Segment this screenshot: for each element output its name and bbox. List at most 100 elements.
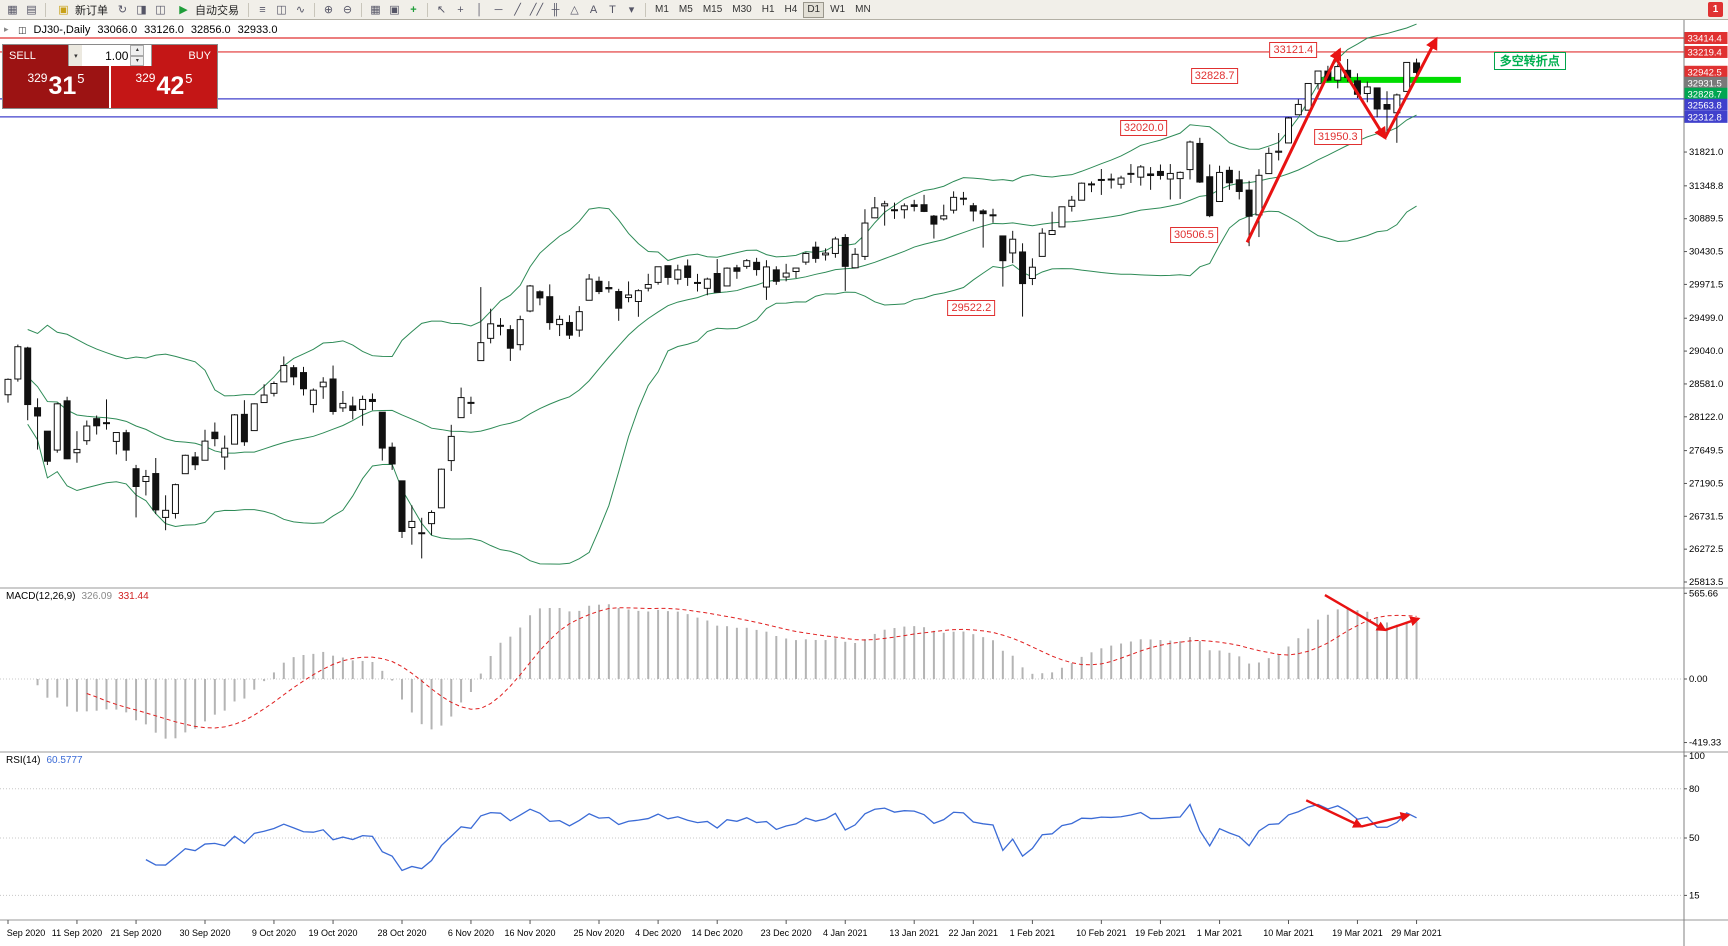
candle-body — [703, 278, 711, 289]
candlestick-chart-icon[interactable]: ◫ — [276, 4, 287, 16]
candle-body — [1019, 251, 1027, 285]
rsi-arrow — [1361, 812, 1411, 828]
navigator-icon[interactable]: ◨ — [136, 4, 147, 16]
candle-body — [989, 214, 997, 217]
candle-body — [743, 260, 751, 267]
profiles-icon[interactable]: ▤ — [26, 4, 37, 16]
lot-increase-button[interactable]: ▴ — [130, 45, 145, 56]
candle-body — [260, 394, 268, 404]
lot-decrease-button[interactable]: ▾ — [130, 55, 145, 66]
candle-body — [1028, 266, 1036, 280]
price-axis-label: 29040.0 — [1689, 346, 1723, 357]
new-order-icon: ▣ — [58, 4, 69, 16]
line-chart-icon[interactable]: ∿ — [295, 4, 306, 16]
candle-body — [762, 266, 770, 288]
candle-body — [1334, 66, 1342, 81]
add-indicator-icon[interactable]: + — [410, 3, 417, 16]
candle-body — [24, 347, 32, 406]
candle-body — [63, 400, 71, 460]
ohlc-close: 32933.0 — [237, 24, 278, 36]
bar-chart-icon[interactable]: ≡ — [259, 3, 266, 16]
price-marker-label — [1684, 76, 1728, 89]
buy-button[interactable]: 329 42 5 — [111, 66, 217, 108]
timeframe-h1[interactable]: H1 — [761, 3, 775, 15]
cursor-icon[interactable]: ↖ — [436, 4, 447, 16]
tile-windows-icon[interactable]: ▦ — [370, 4, 381, 16]
new-order-button[interactable]: ▣ 新订单 — [51, 2, 112, 18]
candle-body — [300, 372, 307, 390]
refresh-icon[interactable]: ↻ — [117, 4, 128, 16]
sell-button[interactable]: 329 31 5 — [3, 66, 109, 108]
text-tool-icon[interactable]: A — [589, 3, 598, 16]
price-axis-label: 28581.0 — [1689, 379, 1723, 390]
candle-body — [349, 405, 357, 411]
candle-body — [1078, 182, 1086, 201]
vertical-line-icon[interactable]: │ — [476, 3, 483, 16]
channel-icon[interactable]: ╱╱ — [529, 4, 544, 16]
candle-body — [428, 511, 436, 525]
candle-body — [664, 265, 672, 278]
shapes-icon[interactable]: △ — [570, 4, 579, 16]
trade-panel-toggle-icon[interactable]: ▸ — [4, 24, 9, 34]
lot-size-input[interactable] — [82, 45, 131, 66]
candle-body — [644, 284, 652, 289]
macd-axis-label: 0.00 — [1689, 674, 1708, 685]
price-marker-label — [1684, 65, 1728, 78]
candle-body — [841, 236, 849, 267]
ohlc-open: 33066.0 — [97, 24, 138, 36]
price-axis-label: 29971.5 — [1689, 279, 1723, 290]
crosshair-icon[interactable]: + — [457, 3, 464, 16]
tools-dropdown-icon[interactable]: ▾ — [628, 4, 635, 16]
price-axis-label: 26731.5 — [1689, 511, 1723, 522]
rsi-arrow — [1305, 799, 1364, 828]
price-annotation: 32020.0 — [1119, 120, 1168, 137]
sell-label[interactable]: SELL — [3, 45, 69, 66]
timeframe-d1[interactable]: D1 — [803, 1, 825, 18]
candle-body — [73, 448, 81, 454]
label-tool-icon[interactable]: T — [609, 3, 616, 16]
one-click-trading-panel: SELL ▾ ▴ ▾ BUY 329 31 5 329 42 5 — [2, 44, 218, 109]
candle-body — [565, 321, 573, 336]
timeframe-m5[interactable]: M5 — [678, 3, 693, 15]
candle-body — [792, 267, 800, 272]
candle-body — [891, 209, 898, 212]
rsi-name: RSI(14) — [6, 755, 41, 766]
buy-label[interactable]: BUY — [151, 45, 217, 66]
timeframe-w1[interactable]: W1 — [830, 3, 846, 15]
order-type-dropdown[interactable]: ▾ — [69, 45, 83, 66]
macd-signal-line — [86, 607, 1417, 729]
zoom-in-icon[interactable]: ⊕ — [323, 4, 334, 16]
candle-body — [831, 238, 839, 254]
macd-label: MACD(12,26,9) 326.09 331.44 — [6, 591, 149, 602]
notification-badge[interactable]: 1 — [1708, 2, 1723, 17]
candle-body — [1245, 189, 1253, 217]
candle-body — [575, 311, 583, 331]
timeframe-mn[interactable]: MN — [855, 3, 871, 15]
autotrading-button[interactable]: ▶ 自动交易 — [171, 2, 243, 18]
time-axis-label: 28 Oct 2020 — [377, 928, 426, 938]
candle-body — [191, 456, 199, 466]
lot-size-field: ▾ ▴ ▾ — [68, 45, 152, 66]
candle-body — [694, 281, 701, 284]
macd-arrow — [1384, 616, 1421, 632]
fibonacci-icon[interactable]: ╫ — [551, 3, 560, 16]
candle-body — [1206, 176, 1214, 217]
timeframe-m30[interactable]: M30 — [732, 3, 752, 15]
cascade-windows-icon[interactable]: ▣ — [389, 4, 400, 16]
rsi-axis-label: 50 — [1689, 833, 1700, 844]
timeframe-m1[interactable]: M1 — [655, 3, 669, 15]
timeframe-h4[interactable]: H4 — [784, 3, 798, 15]
trendline-icon[interactable]: ╱ — [514, 4, 521, 16]
candle-body — [733, 267, 741, 272]
candle-body — [83, 425, 91, 442]
zoom-out-icon[interactable]: ⊖ — [342, 4, 353, 16]
terminal-icon[interactable]: ◫ — [155, 4, 166, 16]
candle-body — [171, 484, 179, 514]
timeframe-m15[interactable]: M15 — [702, 3, 723, 15]
candle-body — [1186, 141, 1194, 171]
macd-main-value: 326.09 — [81, 591, 113, 602]
new-chart-icon[interactable]: ▦ — [7, 4, 18, 16]
candle-body — [753, 261, 761, 271]
horizontal-line-icon[interactable]: ─ — [494, 3, 503, 16]
candle-body — [122, 432, 130, 451]
